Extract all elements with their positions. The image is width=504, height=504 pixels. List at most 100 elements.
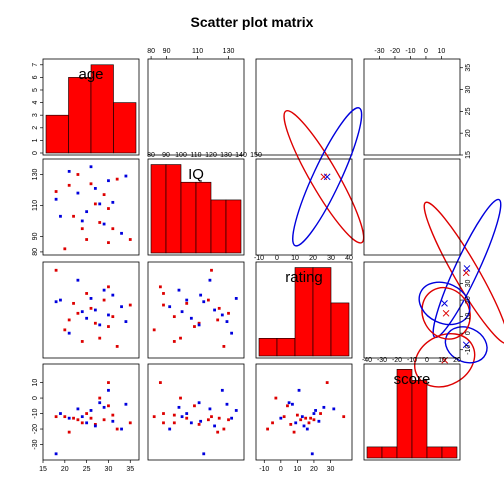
tick-label-right-rating-30: 30 [465,280,472,288]
point-age-rating-s0-8 [93,321,97,325]
tick-label-top-score--20: -20 [390,48,400,55]
point-age-score-s1-8 [98,401,102,405]
tick-label-bottom-rating--10: -10 [259,466,269,473]
point-age-score-s0-9 [98,396,102,400]
tick-label-bottom-age-30: 30 [105,466,113,473]
point-IQ-rating-s1-3 [208,278,212,282]
point-age-rating-s1-9 [102,288,106,292]
panel-rating-IQ-frame [147,261,245,359]
point-IQ-score-s0-9 [179,396,182,400]
point-IQ-score-s0-10 [206,418,210,422]
hist-xtick-label-rating-0: -10 [254,255,264,262]
point-age-rating-s0-1 [63,328,67,332]
point-IQ-rating-s1-7 [213,308,216,312]
point-IQ-score-s0-4 [227,418,230,422]
point-age-score-s0-12 [107,404,110,408]
point-age-rating-s1-12 [120,305,123,309]
point-age-rating-s0-0 [54,268,58,272]
point-rating-score-s0-0 [342,415,346,419]
tick-label-top-IQ-90: 90 [163,48,171,55]
point-age-rating-s0-9 [98,336,102,340]
histogram-bar-score-0 [366,446,383,459]
point-age-IQ-s1-7 [93,187,97,190]
histogram-bar-age-1 [68,77,92,154]
point-rating-score-s1-2 [279,416,283,420]
point-IQ-score-s0-12 [193,404,196,408]
point-age-rating-s1-5 [85,316,89,320]
point-age-IQ-s0-4 [76,173,80,176]
tick-label-right-age-35: 35 [465,64,472,72]
point-rating-score-s0-13 [295,413,299,417]
point-rating-score-s0-5 [271,421,274,425]
tick-label-bottom-age-15: 15 [39,466,47,473]
point-rating-score-s1-6 [314,409,317,412]
tick-label-left-score-10: 10 [32,379,39,387]
point-rating-score-s1-1 [312,412,316,415]
point-IQ-rating-s1-9 [177,288,181,292]
hist-tick-label-age-7: 7 [32,63,39,67]
point-age-IQ-s0-10 [102,193,106,197]
point-age-rating-s1-1 [59,298,62,302]
tick-label-bottom-rating-20: 20 [310,466,318,473]
point-age-IQ-s0-15 [128,238,132,241]
hist-tick-label-age-2: 2 [32,126,39,130]
point-IQ-score-s1-12 [168,427,172,431]
point-IQ-rating-s0-3 [185,301,189,305]
histogram-bar-rating-4 [330,302,350,357]
point-age-IQ-s1-12 [120,231,123,235]
point-age-score-s1-3 [76,407,80,411]
point-age-IQ-s0-6 [85,238,89,241]
point-rating-score-s0-2 [292,430,296,434]
histogram-bar-rating-1 [276,338,296,357]
point-age-IQ-s0-1 [63,247,67,251]
tick-label-bottom-rating-10: 10 [293,466,301,473]
point-age-IQ-s0-7 [89,182,93,186]
point-age-IQ-s1-0 [54,197,58,201]
point-age-score-s1-5 [85,421,89,425]
panel-age-IQ-frame [147,58,245,156]
point-age-rating-s0-5 [80,340,84,343]
point-rating-score-s1-8 [287,401,291,405]
tick-label-right-rating-10: 10 [465,313,472,321]
point-IQ-rating-s1-8 [197,323,201,327]
point-age-rating-s1-6 [89,297,93,300]
panel-IQ-age-frame [42,158,140,256]
point-IQ-score-s0-2 [216,430,220,434]
tick-label-right-rating-0: 0 [465,331,472,335]
tick-label-left-IQ-110: 110 [32,200,39,211]
tick-label-left-IQ-90: 90 [32,232,39,240]
point-age-rating-s0-14 [115,345,119,348]
point-age-rating-s0-12 [107,325,110,328]
hist-tick-label-age-4: 4 [32,101,39,105]
tick-label-left-score--30: -30 [32,439,39,449]
tick-label-top-IQ-80: 80 [147,48,155,55]
point-IQ-rating-s0-9 [179,336,182,340]
panel-score-rating-frame [255,363,353,461]
tick-label-bottom-rating-0: 0 [279,466,283,473]
point-age-score-s0-10 [102,418,106,422]
tick-label-right-age-25: 25 [465,107,472,115]
point-age-score-s0-14 [115,427,119,431]
point-IQ-rating-s0-12 [193,325,196,328]
histogram-bar-score-3 [411,380,428,459]
hist-xtick-label-score-1: -30 [377,357,387,364]
point-age-IQ-s0-12 [107,207,110,210]
point-age-rating-s0-7 [89,306,93,310]
tick-label-right-age-20: 20 [465,129,472,137]
histogram-bar-IQ-3 [195,181,212,254]
point-IQ-rating-s0-7 [217,306,221,310]
tick-label-top-score--10: -10 [405,48,415,55]
point-rating-score-s1-0 [310,452,314,456]
panel-age-rating-frame [255,58,353,156]
panel-score-score-frame [363,363,461,461]
point-IQ-score-s1-0 [202,452,206,456]
panel-age-score-frame [363,58,461,156]
mean-marker-rating-age-0 [320,173,328,181]
point-IQ-rating-s1-4 [180,310,184,314]
point-IQ-score-s1-7 [213,424,216,428]
histogram-bar-IQ-5 [225,199,242,254]
point-age-rating-s0-4 [76,311,80,315]
point-age-score-s1-11 [111,419,115,423]
point-age-IQ-s1-6 [89,165,93,169]
